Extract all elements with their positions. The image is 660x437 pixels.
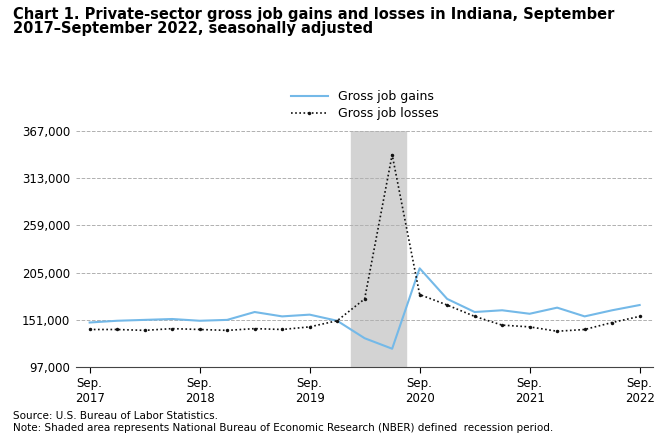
Gross job gains <box>223 317 231 323</box>
Gross job gains <box>498 308 506 313</box>
Gross job losses <box>471 314 478 319</box>
Gross job losses <box>306 324 314 329</box>
Gross job gains <box>333 318 341 323</box>
Gross job losses <box>498 323 506 328</box>
Gross job gains <box>471 309 478 315</box>
Gross job gains <box>86 320 94 325</box>
Line: Gross job losses: Gross job losses <box>88 153 642 333</box>
Gross job gains <box>251 309 259 315</box>
Legend: Gross job gains, Gross job losses: Gross job gains, Gross job losses <box>290 90 439 120</box>
Gross job gains <box>306 312 314 317</box>
Gross job losses <box>141 328 148 333</box>
Gross job losses <box>333 318 341 323</box>
Gross job losses <box>388 152 396 157</box>
Gross job gains <box>388 346 396 351</box>
Gross job gains <box>444 296 451 302</box>
Gross job losses <box>251 326 259 331</box>
Gross job losses <box>525 324 533 329</box>
Gross job gains <box>360 336 368 341</box>
Gross job losses <box>168 326 176 331</box>
Gross job losses <box>636 314 643 319</box>
Gross job gains <box>279 314 286 319</box>
Text: Chart 1. Private-sector gross job gains and losses in Indiana, September: Chart 1. Private-sector gross job gains … <box>13 7 614 21</box>
Gross job losses <box>553 329 561 334</box>
Gross job gains <box>141 317 148 323</box>
Gross job losses <box>195 327 203 332</box>
Gross job gains <box>636 302 643 308</box>
Gross job losses <box>86 327 94 332</box>
Gross job gains <box>168 316 176 322</box>
Gross job gains <box>525 311 533 316</box>
Gross job losses <box>223 328 231 333</box>
Gross job losses <box>444 302 451 308</box>
Gross job losses <box>114 327 121 332</box>
Gross job losses <box>360 296 368 302</box>
Text: 2017–September 2022, seasonally adjusted: 2017–September 2022, seasonally adjusted <box>13 21 374 36</box>
Gross job losses <box>416 292 424 297</box>
Line: Gross job gains: Gross job gains <box>90 268 640 349</box>
Gross job gains <box>553 305 561 310</box>
Gross job gains <box>195 318 203 323</box>
Gross job losses <box>581 327 589 332</box>
Gross job gains <box>416 266 424 271</box>
Gross job gains <box>581 314 589 319</box>
Text: Source: U.S. Bureau of Labor Statistics.
Note: Shaded area represents National B: Source: U.S. Bureau of Labor Statistics.… <box>13 411 554 433</box>
Gross job losses <box>279 327 286 332</box>
Bar <box>351 131 406 367</box>
Gross job losses <box>609 320 616 325</box>
Gross job gains <box>114 318 121 323</box>
Gross job gains <box>609 308 616 313</box>
